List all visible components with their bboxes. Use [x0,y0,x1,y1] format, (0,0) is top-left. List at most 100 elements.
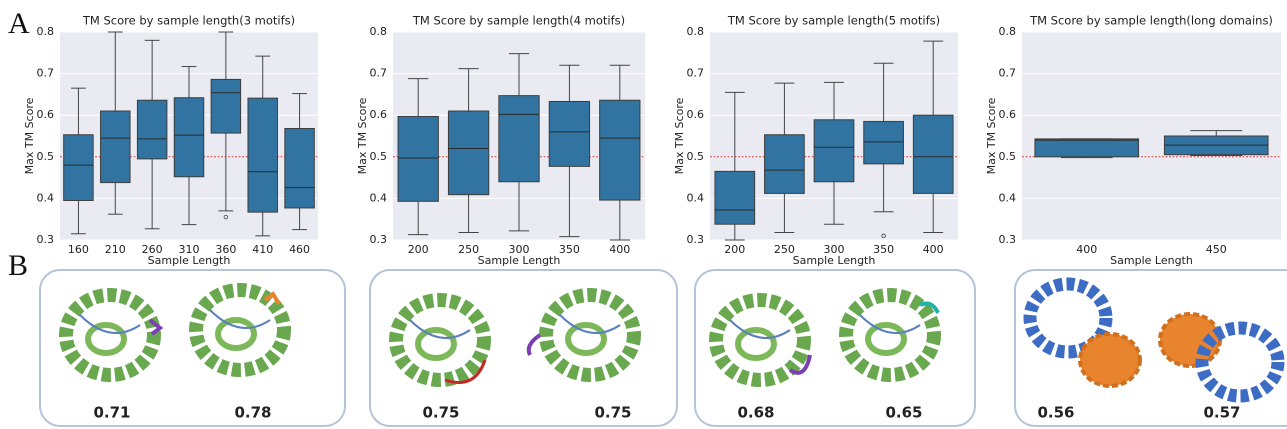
panel-frame [1014,269,1287,427]
score: 0.65 [885,404,922,422]
motif [526,333,542,356]
y-tick-label: 0.8 [687,25,705,38]
chart: TM Score by sample length(3 motifs) Max T… [23,14,318,267]
y-tick-label: 0.7 [370,67,388,80]
box [63,134,94,201]
motif [263,291,281,306]
y-tick-label: 0.8 [999,25,1017,38]
box [1034,138,1140,158]
motif [148,318,164,336]
box [498,95,540,183]
score: 0.75 [422,404,459,422]
chart: TM Score by sample length(5 motifs) Max T… [673,14,958,267]
box [447,110,490,196]
x-tick-label: 310 [179,243,200,256]
panel-frame [694,269,976,427]
y-tick-label: 0.5 [37,150,55,163]
box [284,128,315,209]
chart: TM Score by sample length(4 motifs) Max T… [356,14,645,267]
x-tick-label: 210 [105,243,126,256]
x-tick-label: 400 [923,243,944,256]
chart-title: TM Score by sample length(4 motifs) [412,14,625,28]
y-tick-label: 0.7 [999,67,1017,80]
y-tick-label: 0.5 [999,150,1017,163]
y-tick-label: 0.6 [999,108,1017,121]
score: 0.75 [594,404,631,422]
chart-title: TM Score by sample length(long domains) [1029,14,1273,28]
y-tick-label: 0.6 [370,108,388,121]
x-tick-label: 300 [509,243,530,256]
box [136,99,168,160]
x-axis-label: Sample Length [148,254,231,267]
x-axis-label: Sample Length [1110,254,1193,267]
box [397,115,439,202]
x-tick-label: 250 [774,243,795,256]
score: 0.71 [93,404,130,422]
y-tick-label: 0.3 [37,233,55,246]
x-tick-label: 260 [142,243,163,256]
score: 0.68 [737,404,774,422]
y-axis-label: Max TM Score [673,97,686,174]
motif [444,359,487,384]
y-tick-label: 0.4 [687,191,705,204]
y-tick-label: 0.5 [687,150,705,163]
score: 0.57 [1203,404,1240,422]
x-tick-label: 400 [1076,243,1097,256]
y-tick-label: 0.6 [687,108,705,121]
box [247,97,278,213]
motif [788,354,812,375]
y-tick-label: 0.4 [999,191,1017,204]
y-tick-label: 0.8 [37,25,55,38]
y-axis-label: Max TM Score [23,97,36,174]
x-tick-label: 200 [408,243,429,256]
box [599,99,641,201]
box [100,110,131,184]
y-axis-label: Max TM Score [985,97,998,174]
box [813,119,855,183]
x-tick-label: 450 [1206,243,1227,256]
score: 0.56 [1037,404,1074,422]
outlier [223,214,229,220]
chart: TM Score by sample length(long domains) M… [985,14,1281,267]
y-tick-label: 0.7 [687,67,705,80]
x-tick-label: 360 [215,243,236,256]
protein-structure [1078,332,1142,388]
x-tick-label: 250 [458,243,479,256]
chart-title: TM Score by sample length(3 motifs) [82,14,295,28]
x-tick-label: 350 [559,243,580,256]
x-tick-label: 460 [289,243,310,256]
panel-label: B [8,249,28,282]
y-tick-label: 0.3 [999,233,1017,246]
box [714,170,756,225]
y-tick-label: 0.4 [370,191,388,204]
score: 0.78 [234,404,271,422]
box [173,97,205,178]
box [912,114,954,194]
box [548,100,591,167]
panel-frame [369,269,678,427]
panel-frame [39,269,346,427]
x-axis-label: Sample Length [793,254,876,267]
y-tick-label: 0.6 [37,108,55,121]
outlier [881,233,886,239]
y-tick-label: 0.5 [370,150,388,163]
y-tick-label: 0.3 [370,233,388,246]
x-tick-label: 200 [724,243,745,256]
structure-panel [39,269,1287,427]
motif [919,301,940,314]
x-tick-label: 160 [68,243,89,256]
x-tick-label: 400 [609,243,630,256]
y-tick-label: 0.8 [370,25,388,38]
x-tick-label: 350 [873,243,894,256]
x-tick-label: 300 [824,243,845,256]
chart-title: TM Score by sample length(5 motifs) [727,14,940,28]
box [210,78,242,134]
y-tick-label: 0.3 [687,233,705,246]
box [863,120,904,165]
box [764,134,805,194]
y-tick-label: 0.4 [37,191,55,204]
y-tick-label: 0.7 [37,67,55,80]
x-tick-label: 410 [252,243,273,256]
panel-label: A [8,7,30,40]
